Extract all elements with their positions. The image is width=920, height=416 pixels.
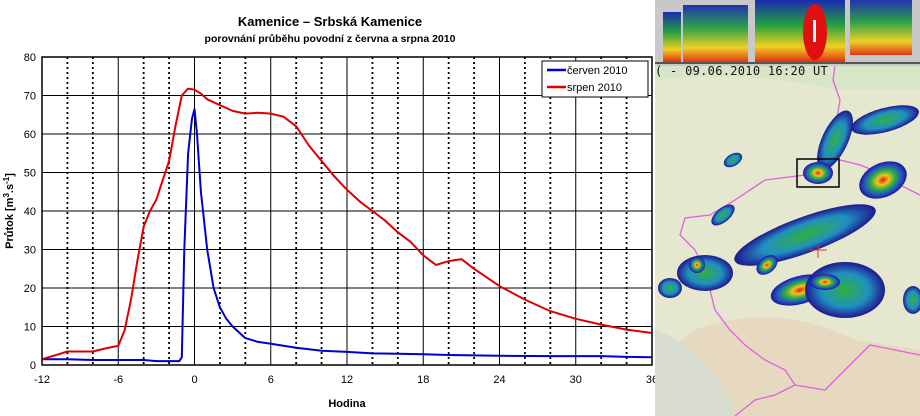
series-line-cerven	[42, 108, 653, 363]
chart-title: Kamenice – Srbská Kamenice	[238, 14, 422, 29]
radar-image: ( - 09.06.2010 16:20 UT	[655, 0, 920, 416]
tick-labels: 0 10 20 30 40 50 60 70 80 -12 -6 0 6 12 18 24 30 36	[24, 52, 655, 386]
chart-subtitle: porovnání průběhu povodní z června a srp…	[205, 33, 456, 45]
y-tick-label: 0	[30, 360, 36, 372]
y-tick-label: 60	[24, 129, 36, 141]
x-tick-label: 30	[570, 374, 582, 386]
series-lines	[41, 87, 653, 363]
x-axis-label: Hodina	[328, 398, 366, 410]
radar-graphic	[655, 0, 920, 416]
x-tick-label: 6	[268, 374, 274, 386]
y-tick-label: 70	[24, 91, 36, 103]
x-tick-label: 24	[493, 374, 505, 386]
y-tick-label: 10	[24, 322, 36, 334]
x-tick-label: 18	[417, 374, 429, 386]
legend: červen 2010 srpen 2010	[541, 60, 649, 98]
legend-label-srpen: srpen 2010	[567, 82, 622, 94]
x-tick-label: 0	[191, 374, 197, 386]
x-tick-label: 36	[646, 374, 655, 386]
x-tick-label: 12	[341, 374, 353, 386]
series-line-srpen	[41, 87, 653, 361]
y-tick-label: 80	[24, 52, 36, 64]
x-tick-label: -12	[34, 374, 50, 386]
plot-frame	[41, 56, 653, 366]
radar-site-marker	[809, 243, 827, 258]
precipitation-cells	[658, 105, 920, 318]
x-tick-label: -6	[113, 374, 123, 386]
flow-chart: Kamenice – Srbská Kamenice porovnání prů…	[2, 14, 655, 410]
legend-box	[541, 60, 649, 98]
legend-label-cerven: červen 2010	[567, 65, 628, 77]
y-tick-label: 20	[24, 283, 36, 295]
cross-section-echoes	[663, 0, 912, 62]
y-tick-label: 40	[24, 206, 36, 218]
grid	[41, 56, 653, 366]
highlight-box	[796, 158, 840, 188]
radar-timestamp: ( - 09.06.2010 16:20 UT	[655, 64, 829, 78]
y-tick-label: 50	[24, 168, 36, 180]
y-axis-label: Průtok [m3.s-1]	[2, 173, 16, 249]
y-tick-label: 30	[24, 245, 36, 257]
